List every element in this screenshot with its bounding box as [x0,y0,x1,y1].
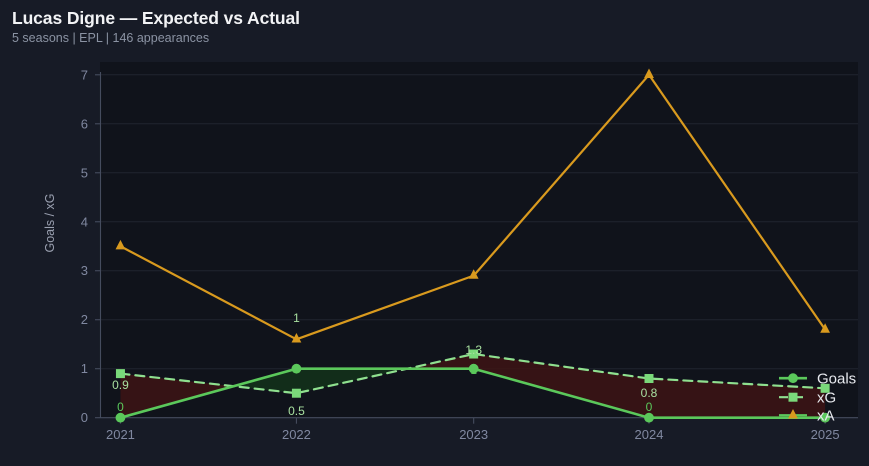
svg-text:xA: xA [817,408,835,425]
svg-text:0: 0 [81,410,88,425]
svg-text:1: 1 [81,361,88,376]
svg-text:1: 1 [293,311,300,325]
svg-text:2: 2 [81,312,88,327]
svg-text:Goals: Goals [817,371,856,388]
svg-text:7: 7 [81,67,88,82]
svg-text:0.9: 0.9 [112,378,129,392]
svg-text:2024: 2024 [635,427,664,442]
svg-text:1.3: 1.3 [465,343,482,357]
svg-text:2025: 2025 [811,427,840,442]
svg-text:0: 0 [117,400,124,414]
svg-text:2022: 2022 [282,427,311,442]
svg-text:2021: 2021 [106,427,135,442]
svg-text:1: 1 [470,363,477,377]
svg-text:2023: 2023 [459,427,488,442]
svg-text:xG: xG [817,390,836,407]
svg-text:6: 6 [81,116,88,131]
svg-text:5: 5 [81,165,88,180]
svg-text:0: 0 [646,400,653,414]
svg-text:3: 3 [81,263,88,278]
svg-text:4: 4 [81,214,88,229]
svg-text:0.8: 0.8 [641,386,658,400]
svg-text:0.5: 0.5 [288,404,305,418]
